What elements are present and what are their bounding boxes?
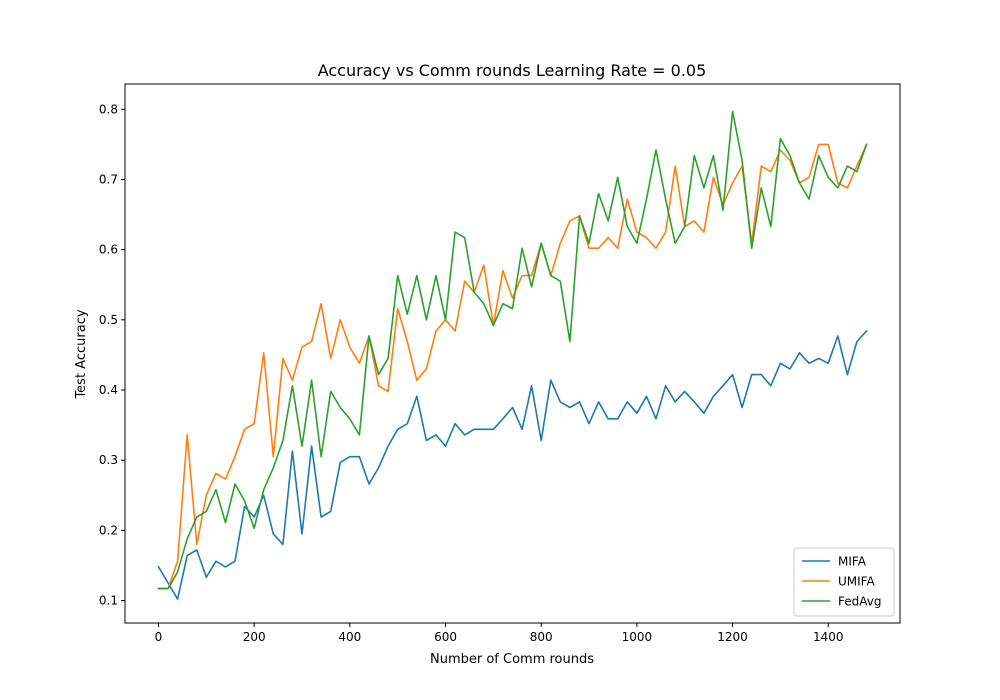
x-tick-label: 200 [243,630,266,644]
x-axis-ticks: 0 200 400 600 800 1000 1200 1400 [155,623,844,644]
legend-label-umifa: UMIFA [838,575,875,589]
series-line-fedavg [157,110,868,590]
x-tick-label: 0 [155,630,163,644]
legend-label-fedavg: FedAvg [838,595,881,609]
x-tick-label: 1000 [622,630,653,644]
x-tick-label: 600 [434,630,457,644]
y-tick-label: 0.7 [99,172,118,186]
legend-label-mifa: MIFA [838,555,867,569]
y-axis-ticks: 0.1 0.2 0.3 0.4 0.5 0.6 0.7 0.8 [99,102,125,608]
y-tick-label: 0.5 [99,313,118,327]
y-tick-label: 0.1 [99,594,118,608]
x-tick-label: 400 [338,630,361,644]
chart-title: Accuracy vs Comm rounds Learning Rate = … [318,61,707,80]
y-tick-label: 0.6 [99,243,118,257]
y-tick-label: 0.8 [99,102,118,116]
x-tick-label: 1400 [813,630,844,644]
y-tick-label: 0.3 [99,453,118,467]
axes-frame [124,83,901,624]
legend-frame [793,547,895,617]
legend: MIFA UMIFA FedAvg [793,547,895,617]
plot-area [157,110,868,600]
y-axis-label: Test Accuracy [74,309,89,399]
x-axis-label: Number of Comm rounds [430,652,594,667]
y-tick-label: 0.2 [99,523,118,537]
y-tick-label: 0.4 [99,383,118,397]
series-line-mifa [157,329,868,600]
x-tick-label: 1200 [717,630,748,644]
x-tick-label: 800 [530,630,553,644]
